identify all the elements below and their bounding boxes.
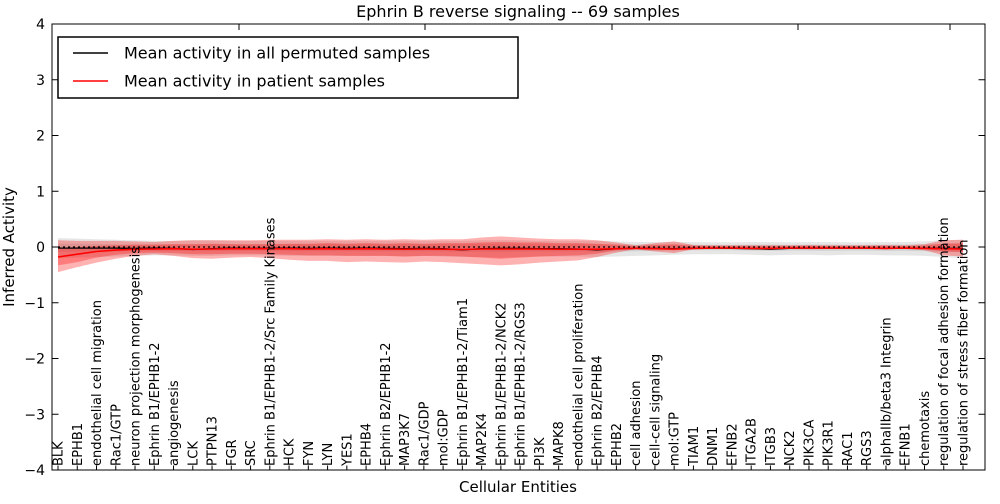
x-category-label: Rac1/GTP (109, 404, 124, 466)
x-category-label: PI3K (533, 437, 548, 466)
x-category-label: DNM1 (706, 427, 721, 466)
x-category-label: regulation of stress fiber formation (957, 239, 972, 466)
x-category-label: neuron projection morphogenesis (129, 247, 144, 466)
x-category-label: PIK3CA (803, 419, 818, 466)
x-category-label: ITGA2B (745, 418, 760, 466)
x-category-label: YES1 (340, 433, 355, 467)
legend-label-patient: Mean activity in patient samples (124, 72, 385, 91)
y-tick-label: 3 (36, 73, 45, 89)
x-category-label: Ephrin B1/EPHB1-2/Tiam1 (456, 298, 471, 466)
axis-ticks (52, 23, 985, 471)
x-category-label: HCK (283, 438, 298, 466)
x-category-label: cell adhesion (629, 380, 644, 466)
patient-mean-line (57, 247, 964, 258)
x-category-label: Ephrin B1/EPHB1-2/NCK2 (494, 302, 509, 466)
patient-outer-band (58, 236, 963, 273)
legend-label-permuted: Mean activity in all permuted samples (124, 44, 430, 63)
x-category-label: MAPK8 (552, 421, 567, 466)
x-category-label: Ephrin B2/EPHB1-2 (379, 342, 394, 466)
x-category-label: PTPN13 (206, 416, 221, 466)
x-category-label: RGS3 (860, 430, 875, 466)
x-category-label: Ephrin B1/EPHB1-2 (148, 342, 163, 466)
y-tick-label: 4 (36, 17, 45, 33)
chart-title: Ephrin B reverse signaling -- 69 samples (356, 2, 680, 21)
y-tick-label: −3 (24, 407, 45, 423)
x-category-label: regulation of focal adhesion formation (937, 217, 952, 466)
x-category-label: Ephrin B1/EPHB1-2/Src Family Kinases (263, 217, 278, 466)
x-category-label: FYN (302, 441, 317, 466)
x-category-label: Ephrin B2/EPHB4 (591, 355, 606, 466)
x-category-label: RAC1 (841, 431, 856, 466)
y-tick-labels: −4 −3 −2 −1 0 1 2 3 4 (24, 17, 45, 479)
y-tick-label: −1 (24, 296, 45, 312)
x-category-label: BLK (52, 441, 67, 466)
x-category-label: FGR (225, 439, 240, 466)
x-category-label: endothelial cell proliferation (571, 284, 586, 467)
plot-frame (51, 23, 986, 471)
mean-lines (57, 247, 964, 258)
x-category-label: mol:GDP (437, 409, 452, 466)
y-tick-label: 0 (36, 240, 45, 256)
x-category-label: ITGB3 (764, 427, 779, 466)
legend: Mean activity in all permuted samples Me… (57, 36, 519, 99)
x-category-label: EPHB1 (71, 423, 86, 466)
x-category-label: Ephrin B1/EPHB1-2/RGS3 (514, 302, 529, 466)
y-tick-label: 1 (36, 184, 45, 200)
y-tick-label: −2 (24, 352, 45, 368)
y-tick-label: −4 (24, 463, 45, 479)
x-category-label: EFNB1 (899, 423, 914, 466)
legend-box (57, 36, 519, 99)
x-category-label: Rac1/GDP (417, 401, 432, 466)
x-category-label: cell-cell signaling (648, 354, 663, 466)
x-category-label: EPHB4 (360, 423, 375, 466)
x-category-label: alphaIIb/beta3 Integrin (880, 317, 895, 466)
x-category-label: EFNB2 (725, 423, 740, 466)
x-category-label: LYN (321, 443, 336, 466)
x-category-label: endothelial cell migration (90, 300, 105, 466)
x-category-labels: BLK EPHB1 endothelial cell migration Rac1/G… (52, 217, 972, 467)
x-category-label: chemotaxis (918, 391, 933, 466)
x-category-label: NCK2 (783, 430, 798, 466)
x-category-label: SRC (244, 440, 259, 466)
x-category-label: LCK (186, 441, 201, 466)
x-category-label: TIAM1 (687, 426, 702, 467)
y-axis-label: Inferred Activity (0, 187, 18, 307)
y-tick-label: 2 (36, 129, 45, 145)
confidence-bands (58, 236, 963, 273)
x-category-label: mol:GTP (668, 412, 683, 466)
x-category-label: EPHB2 (610, 423, 625, 466)
x-category-label: MAP2K4 (475, 413, 490, 466)
x-axis-label: Cellular Entities (459, 478, 577, 496)
x-category-label: PIK3R1 (822, 420, 837, 466)
x-category-label: MAP3K7 (398, 413, 413, 466)
x-category-label: angiogenesis (167, 380, 182, 466)
